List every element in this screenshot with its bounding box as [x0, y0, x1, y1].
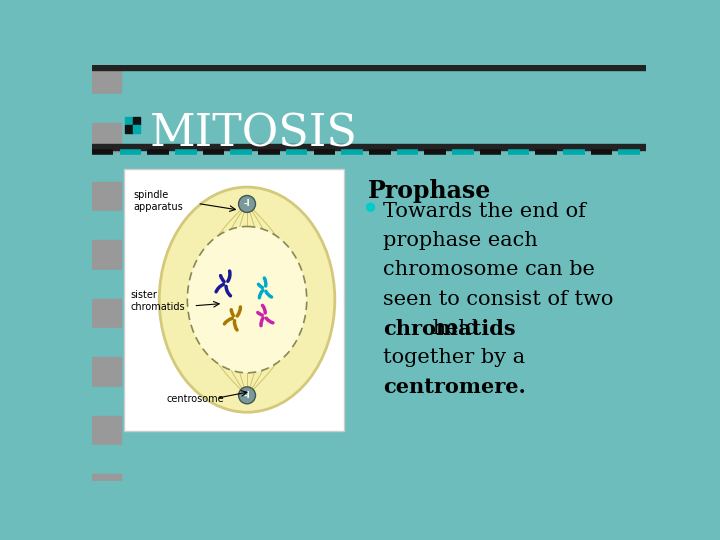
Bar	[132, 117, 140, 125]
Text: chromatids: chromatids	[383, 319, 516, 339]
Bar	[92, 445, 121, 475]
Text: MITOSIS: MITOSIS	[150, 112, 357, 156]
Ellipse shape	[187, 226, 307, 373]
Text: prophase each: prophase each	[383, 231, 538, 250]
Text: centrosome: centrosome	[166, 394, 224, 403]
Bar	[125, 117, 132, 125]
Text: centromere.: centromere.	[383, 377, 526, 397]
Bar	[92, 182, 121, 211]
Bar	[92, 65, 121, 94]
Bar	[92, 357, 121, 387]
Bar	[92, 387, 121, 416]
Bar	[92, 153, 121, 182]
Text: together by a: together by a	[383, 348, 525, 367]
Text: chromosome can be: chromosome can be	[383, 260, 595, 279]
Bar	[125, 125, 132, 132]
Circle shape	[366, 202, 375, 212]
Bar	[92, 240, 121, 269]
Bar	[92, 211, 121, 240]
Bar	[92, 144, 647, 150]
Circle shape	[238, 195, 256, 212]
Text: Prophase: Prophase	[367, 179, 491, 202]
Bar	[92, 299, 121, 328]
Bar	[92, 65, 647, 70]
Text: spindle
apparatus: spindle apparatus	[133, 190, 183, 212]
Text: held: held	[426, 319, 478, 338]
Text: Towards the end of: Towards the end of	[383, 202, 586, 221]
Bar	[92, 416, 121, 445]
Text: -I: -I	[243, 391, 251, 400]
Text: -I: -I	[243, 199, 251, 208]
Bar	[92, 269, 121, 299]
Bar	[92, 94, 121, 123]
Ellipse shape	[159, 187, 335, 412]
Bar	[92, 328, 121, 357]
Bar	[124, 168, 343, 430]
Text: seen to consist of two: seen to consist of two	[383, 289, 613, 309]
Bar	[92, 475, 121, 504]
Text: sister
chromatids: sister chromatids	[130, 291, 185, 312]
Bar	[92, 123, 121, 153]
Bar	[132, 125, 140, 132]
Circle shape	[238, 387, 256, 404]
